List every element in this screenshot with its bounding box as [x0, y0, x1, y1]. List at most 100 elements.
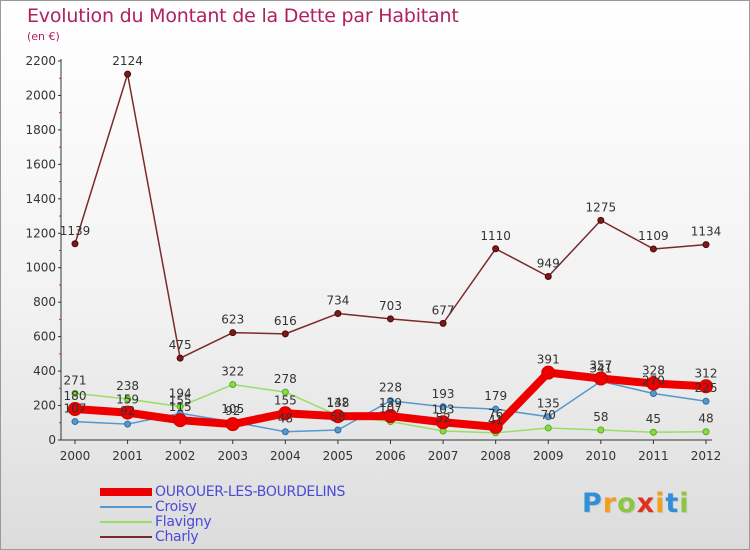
y-tick-label: 200 [33, 399, 56, 413]
data-label: 2124 [112, 54, 143, 68]
x-tick-label: 2005 [323, 449, 354, 463]
data-point [702, 428, 710, 436]
data-label: 228 [379, 381, 402, 395]
data-point [699, 379, 713, 394]
y-tick-label: 600 [33, 330, 56, 344]
data-label: 58 [330, 410, 345, 424]
logo-letter: P [582, 488, 603, 519]
logo-letter: o [617, 488, 637, 519]
data-label: 341 [589, 361, 612, 375]
data-label: 159 [116, 393, 139, 407]
data-label: 155 [274, 393, 297, 407]
data-label: 1110 [480, 229, 511, 243]
x-tick-label: 2004 [270, 449, 301, 463]
data-point [544, 273, 552, 281]
legend-swatch [100, 488, 152, 496]
data-label: 734 [326, 294, 349, 308]
legend-label: OUROUER-LES-BOURDELINS [155, 484, 346, 500]
data-point [176, 403, 184, 411]
data-label: 180 [64, 389, 87, 403]
data-point [173, 413, 188, 428]
legend-label: Flavigny [155, 514, 212, 530]
data-point [225, 417, 240, 432]
data-point [387, 397, 394, 405]
logo-letter: t [665, 488, 680, 519]
data-label: 179 [484, 389, 507, 403]
data-label: 139 [379, 396, 402, 410]
data-point [492, 405, 500, 413]
data-label: 107 [379, 402, 402, 416]
data-point [649, 428, 657, 436]
data-point [71, 240, 79, 248]
data-point [597, 426, 605, 434]
data-point [439, 403, 447, 411]
y-tick-label: 400 [33, 364, 56, 378]
legend-label: Charly [155, 529, 199, 545]
data-point [488, 419, 503, 434]
x-tick-label: 2011 [638, 449, 669, 463]
data-label: 193 [432, 387, 455, 401]
data-label: 475 [169, 338, 192, 352]
data-label: 48 [698, 412, 713, 426]
y-tick-label: 1400 [25, 192, 56, 206]
data-point [593, 371, 608, 386]
data-point [278, 406, 293, 421]
x-tick-label: 2006 [375, 449, 406, 463]
y-tick-label: 2200 [25, 54, 56, 68]
y-tick-label: 1800 [25, 123, 56, 137]
axes: 0 200 400 600 800 1000 1200 1400 1600 1800 2000 220… [25, 54, 721, 463]
chart-subtitle: (en €) [27, 30, 60, 43]
data-label: 322 [221, 365, 244, 379]
data-label: 703 [379, 299, 402, 313]
x-tick-label: 2003 [217, 449, 248, 463]
data-point [229, 381, 237, 389]
data-label: 270 [642, 373, 665, 387]
data-label: 194 [169, 387, 192, 401]
data-point [229, 329, 237, 337]
data-label: 949 [537, 257, 560, 271]
data-point [68, 401, 82, 416]
data-point [281, 388, 289, 396]
data-point [544, 424, 552, 432]
data-label: 135 [537, 397, 560, 411]
data-point [702, 241, 710, 249]
data-label: 1134 [691, 225, 722, 239]
data-label: 105 [221, 402, 244, 416]
y-tick-label: 800 [33, 295, 56, 309]
data-label: 52 [435, 411, 450, 425]
data-point [702, 397, 710, 405]
data-label: 48 [278, 412, 293, 426]
data-label: 103 [432, 402, 455, 416]
legend-swatch [100, 506, 152, 508]
data-label: 357 [589, 358, 612, 372]
y-tick-label: 1200 [25, 226, 56, 240]
data-point [124, 395, 132, 403]
data-point [541, 365, 556, 380]
data-label: 45 [646, 412, 661, 426]
x-tick-label: 2010 [586, 449, 617, 463]
data-point [646, 376, 661, 391]
data-label: 107 [64, 402, 87, 416]
data-point [281, 428, 289, 436]
data-point [334, 310, 342, 318]
data-point [124, 70, 132, 78]
data-label: 1109 [638, 229, 669, 243]
logo-letter: x [636, 488, 656, 519]
data-point [439, 319, 447, 327]
x-tick-label: 2000 [60, 449, 91, 463]
data-label: 142 [326, 396, 349, 410]
data-label: 328 [642, 363, 665, 377]
data-label: 92 [225, 404, 240, 418]
x-tick-label: 2002 [165, 449, 196, 463]
data-label: 41 [488, 413, 503, 427]
data-point [176, 354, 184, 362]
x-tick-label: 2009 [533, 449, 564, 463]
data-label: 1275 [586, 200, 617, 214]
data-label: 225 [695, 381, 718, 395]
data-point [334, 426, 342, 434]
logo-letter: i [679, 488, 690, 519]
x-tick-label: 2008 [480, 449, 511, 463]
y-tick-label: 0 [48, 433, 56, 447]
data-label: 616 [274, 314, 297, 328]
